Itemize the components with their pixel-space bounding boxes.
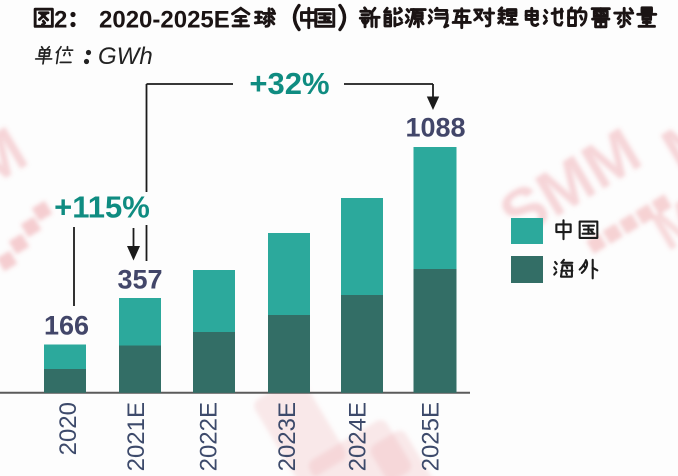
- svg-text:1088: 1088: [405, 113, 465, 143]
- svg-text:357: 357: [117, 265, 162, 295]
- svg-text:166: 166: [44, 311, 89, 341]
- svg-text:2023E: 2023E: [274, 402, 301, 471]
- svg-text:2: 2: [54, 7, 67, 34]
- svg-text:2021E: 2021E: [123, 402, 150, 471]
- svg-text:2022E: 2022E: [196, 402, 223, 471]
- svg-text:+115%: +115%: [54, 190, 150, 225]
- svg-text:+32%: +32%: [249, 66, 329, 101]
- svg-text:2025E: 2025E: [418, 402, 445, 471]
- svg-text:MM: MM: [651, 75, 678, 184]
- svg-text:GWh: GWh: [98, 43, 153, 70]
- svg-text:MM: MM: [643, 164, 678, 262]
- svg-text:2020: 2020: [55, 402, 82, 455]
- svg-text:2020-2025E: 2020-2025E: [99, 7, 230, 34]
- svg-text:2024E: 2024E: [345, 402, 372, 471]
